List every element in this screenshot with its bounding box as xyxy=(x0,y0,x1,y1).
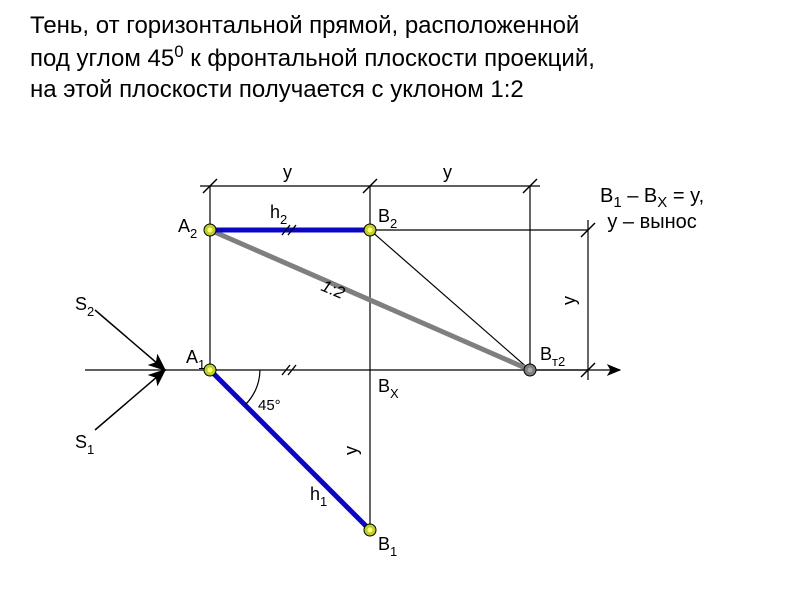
lbl-bx: BX xyxy=(378,376,399,401)
arrow-s2 xyxy=(95,310,165,370)
line-b2-bt2 xyxy=(370,230,530,370)
lbl-y3: y xyxy=(341,446,361,455)
lbl-a1: A1 xyxy=(186,347,205,372)
lbl-b2: B2 xyxy=(378,206,397,231)
arrow-s1 xyxy=(95,370,165,430)
lbl-bt2: Bт2 xyxy=(540,344,565,369)
lbl-y4: y xyxy=(559,296,579,305)
lbl-s2: S2 xyxy=(75,294,94,319)
diagram-svg: A2 B2 A1 BX B1 Bт2 S2 S1 h2 h1 y y 45° 1… xyxy=(0,0,800,600)
lbl-y2: y xyxy=(443,162,452,182)
lbl-45: 45° xyxy=(258,397,281,414)
lbl-h2: h2 xyxy=(270,202,287,227)
lbl-s1: S1 xyxy=(75,432,94,457)
lbl-y1: y xyxy=(283,162,292,182)
lbl-a2: A2 xyxy=(178,216,197,241)
lbl-b1: B1 xyxy=(378,534,397,559)
